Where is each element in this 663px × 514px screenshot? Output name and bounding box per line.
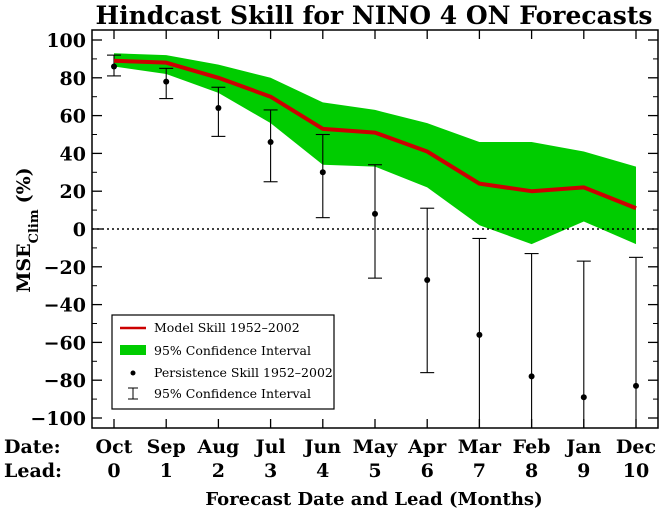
persistence-point — [580, 394, 587, 401]
legend-label-persistence: Persistence Skill 1952–2002 — [154, 365, 333, 380]
y-tick-label: 100 — [46, 30, 86, 52]
x-tick-label-lead: 0 — [107, 460, 120, 482]
x-tick-label-date: Dec — [616, 436, 656, 458]
x-tick-label-lead: 8 — [525, 460, 538, 482]
model-skill-line — [113, 58, 637, 211]
x-tick-label-date: Mar — [458, 436, 502, 458]
legend-swatch-band — [120, 345, 146, 355]
legend-label-band: 95% Confidence Interval — [154, 343, 311, 358]
persistence-error-bar — [576, 260, 591, 428]
x-tick-label-date: Aug — [196, 436, 239, 458]
x-tick-label-lead: 1 — [160, 460, 173, 482]
persistence-error-bar — [629, 256, 643, 428]
x-tick-label-date: Jan — [564, 436, 601, 458]
x-axis-title: Forecast Date and Lead (Months) — [205, 489, 542, 510]
x-tick-label-date: Feb — [513, 436, 551, 458]
y-tick-label: −40 — [44, 295, 86, 317]
persistence-point — [528, 373, 535, 380]
legend-swatch-errorbar — [128, 387, 138, 400]
y-tick-label: 60 — [60, 106, 86, 128]
y-tick-label: 20 — [60, 181, 86, 203]
y-axis-title-main: MSE — [13, 243, 35, 292]
y-tick-label: 40 — [60, 143, 86, 165]
persistence-point — [111, 63, 117, 70]
legend: Model Skill 1952–2002 95% Confidence Inte… — [111, 314, 335, 410]
x-tick-label-date: May — [353, 436, 398, 458]
x-tick-label-lead: 6 — [421, 460, 434, 482]
lead-row-label: Lead: — [4, 460, 62, 482]
y-tick-label: −20 — [44, 257, 86, 279]
x-tick-label-date: Oct — [96, 436, 133, 458]
model-confidence-band — [114, 53, 636, 245]
y-axis-title-unit: (%) — [13, 167, 35, 203]
y-tick-label: −60 — [44, 332, 86, 354]
persistence-error-bar — [420, 207, 435, 374]
persistence-point — [319, 169, 326, 176]
x-tick-label-date: Apr — [407, 436, 447, 458]
y-axis-title: MSEClim (%) — [13, 167, 42, 292]
x-tick-label-lead: 10 — [623, 460, 649, 482]
x-tick-label-date: Jul — [254, 436, 286, 458]
y-tick-label: −100 — [30, 408, 86, 430]
legend-label-model: Model Skill 1952–2002 — [154, 320, 300, 335]
persistence-error-bar — [315, 133, 330, 219]
x-tick-label-lead: 5 — [368, 460, 381, 482]
persistence-error-bar — [263, 109, 278, 183]
legend-label-errorbar: 95% Confidence Interval — [154, 386, 311, 401]
y-axis-title-sub: Clim — [27, 209, 42, 243]
persistence-point — [163, 78, 170, 85]
x-tick-label-date: Sep — [147, 436, 186, 458]
persistence-point — [267, 139, 274, 146]
chart-title: Hindcast Skill for NINO 4 ON Forecasts — [96, 1, 653, 30]
y-tick-label: 0 — [73, 219, 86, 241]
persistence-point — [476, 331, 483, 338]
persistence-point — [215, 105, 222, 112]
persistence-point — [372, 210, 378, 217]
y-tick-label: −80 — [44, 370, 86, 392]
persistence-error-bar — [211, 86, 226, 137]
date-row-label: Date: — [4, 436, 61, 458]
x-tick-label-lead: 2 — [212, 460, 225, 482]
legend-swatch-persistence — [130, 370, 136, 376]
x-tick-label-lead: 3 — [264, 460, 277, 482]
x-tick-label-lead: 9 — [577, 460, 590, 482]
x-tick-label-date: Jun — [302, 436, 341, 458]
x-tick-label-lead: 4 — [316, 460, 329, 482]
plot-area: 100806040200−20−40−60−80−100Oct0Sep1Aug2… — [4, 29, 659, 510]
persistence-point — [633, 382, 639, 389]
persistence-error-bar — [368, 164, 382, 279]
y-tick-label: 80 — [60, 68, 86, 90]
persistence-error-bar — [524, 253, 539, 428]
legend-box — [111, 314, 335, 410]
persistence-point — [424, 277, 431, 284]
x-tick-label-lead: 7 — [473, 460, 486, 482]
